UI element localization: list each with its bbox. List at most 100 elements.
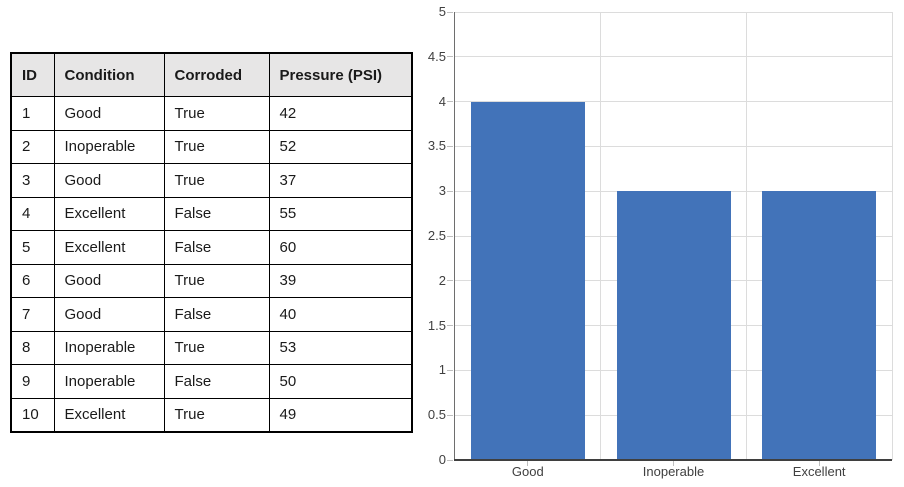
gridline-vertical — [600, 12, 602, 460]
table-cell: False — [163, 297, 270, 332]
gridline-horizontal — [455, 56, 892, 58]
table-cell: 49 — [268, 397, 413, 433]
y-axis-tick — [447, 11, 453, 13]
y-axis-tick — [447, 101, 453, 103]
table-cell: 5 — [10, 230, 55, 265]
table-cell: True — [163, 163, 270, 198]
table-cell: Inoperable — [53, 330, 165, 365]
table-row: 9 Inoperable False 50 — [10, 364, 413, 399]
table-cell: 9 — [10, 364, 55, 399]
y-tick-label: 1 — [438, 362, 446, 378]
table-row: 2 Inoperable True 52 — [10, 129, 413, 164]
y-axis-tick — [447, 414, 453, 416]
table-row: 1 Good True 42 — [10, 96, 413, 131]
y-axis-tick — [447, 369, 453, 371]
bar — [616, 191, 731, 460]
x-axis-tick — [527, 460, 529, 466]
column-header-id: ID — [10, 52, 55, 97]
bar — [762, 191, 877, 460]
table-cell: 55 — [268, 196, 413, 231]
table-cell: True — [163, 263, 270, 298]
table-cell: 3 — [10, 163, 55, 198]
table-cell: Excellent — [53, 230, 165, 265]
y-tick-label: 3 — [438, 183, 446, 199]
bar-chart: 0 0.5 1 1.5 2 2.5 3 3.5 4 4.5 5 Good Inoperable Excel… — [428, 5, 893, 479]
y-axis-tick — [447, 56, 453, 58]
table-row: 6 Good True 39 — [10, 263, 413, 298]
table-cell: Good — [53, 96, 165, 131]
table-cell: True — [163, 397, 270, 433]
table-cell: 1 — [10, 96, 55, 131]
table-row: 3 Good True 37 — [10, 163, 413, 198]
y-tick-label: 2 — [438, 272, 446, 288]
table-body: 1 Good True 42 2 Inoperable True 52 3 Good True 37 4… — [10, 96, 413, 433]
column-header-pressure-psi: Pressure (PSI) — [268, 52, 413, 97]
y-tick-label: 3.5 — [427, 138, 446, 154]
table-cell: Good — [53, 297, 165, 332]
table-cell: Excellent — [53, 196, 165, 231]
table-cell: False — [163, 364, 270, 399]
table-row: 8 Inoperable True 53 — [10, 330, 413, 365]
data-table: ID Condition Corroded Pressure (PSI) 1 Good T… — [10, 52, 413, 433]
y-tick-label: 5 — [438, 4, 446, 19]
y-tick-label: 4 — [438, 93, 446, 109]
table-row: 5 Excellent False 60 — [10, 230, 413, 265]
gridline-horizontal — [455, 145, 892, 147]
y-tick-label: 1.5 — [427, 317, 446, 333]
table-cell: 53 — [268, 330, 413, 365]
x-category-label: Good — [511, 464, 544, 479]
x-category-label: Excellent — [792, 464, 846, 479]
table-row: 4 Excellent False 55 — [10, 196, 413, 231]
table-cell: 8 — [10, 330, 55, 365]
table-cell: False — [163, 230, 270, 265]
table-header: ID Condition Corroded Pressure (PSI) — [10, 52, 413, 97]
table-cell: 42 — [268, 96, 413, 131]
table-cell: Excellent — [53, 397, 165, 433]
table-row: 7 Good False 40 — [10, 297, 413, 332]
table-cell: False — [163, 196, 270, 231]
table-cell: Inoperable — [53, 129, 165, 164]
table-cell: 60 — [268, 230, 413, 265]
table-cell: 39 — [268, 263, 413, 298]
y-axis-tick — [447, 145, 453, 147]
table-cell: 40 — [268, 297, 413, 332]
column-header-condition: Condition — [53, 52, 165, 97]
column-header-corroded: Corroded — [163, 52, 270, 97]
table-cell: 52 — [268, 129, 413, 164]
x-category-label: Inoperable — [642, 464, 705, 479]
y-axis-tick — [447, 235, 453, 237]
y-tick-label: 4.5 — [427, 48, 446, 64]
gridline-horizontal — [455, 101, 892, 103]
table-cell: 7 — [10, 297, 55, 332]
y-tick-label: 0.5 — [427, 407, 446, 423]
y-tick-label: 2.5 — [427, 228, 446, 243]
x-axis-tick — [673, 460, 674, 466]
table-cell: True — [163, 96, 270, 131]
table-cell: 10 — [10, 397, 55, 433]
table-cell: True — [163, 129, 270, 164]
table-cell: 2 — [10, 129, 55, 164]
gridline-vertical — [891, 12, 893, 460]
table-cell: Good — [53, 163, 165, 198]
gridline-horizontal — [455, 11, 892, 13]
table-cell: Inoperable — [53, 364, 165, 399]
y-axis-tick — [447, 459, 453, 461]
y-axis-line — [453, 12, 455, 460]
table-header-row: ID Condition Corroded Pressure (PSI) — [10, 52, 413, 97]
y-tick-label: 0 — [438, 452, 446, 467]
x-axis-tick — [818, 460, 820, 466]
table-cell: 6 — [10, 263, 55, 298]
gridline-vertical — [745, 12, 747, 460]
table-cell: 37 — [268, 163, 413, 198]
table-cell: Good — [53, 263, 165, 298]
table-row: 10 Excellent True 49 — [10, 397, 413, 433]
bar — [470, 101, 585, 460]
table-cell: 4 — [10, 196, 55, 231]
x-axis-line — [453, 459, 892, 461]
y-axis-tick — [447, 280, 453, 282]
y-axis-tick — [447, 325, 453, 327]
table-cell: 50 — [268, 364, 413, 399]
y-axis-tick — [447, 190, 453, 192]
table-cell: True — [163, 330, 270, 365]
